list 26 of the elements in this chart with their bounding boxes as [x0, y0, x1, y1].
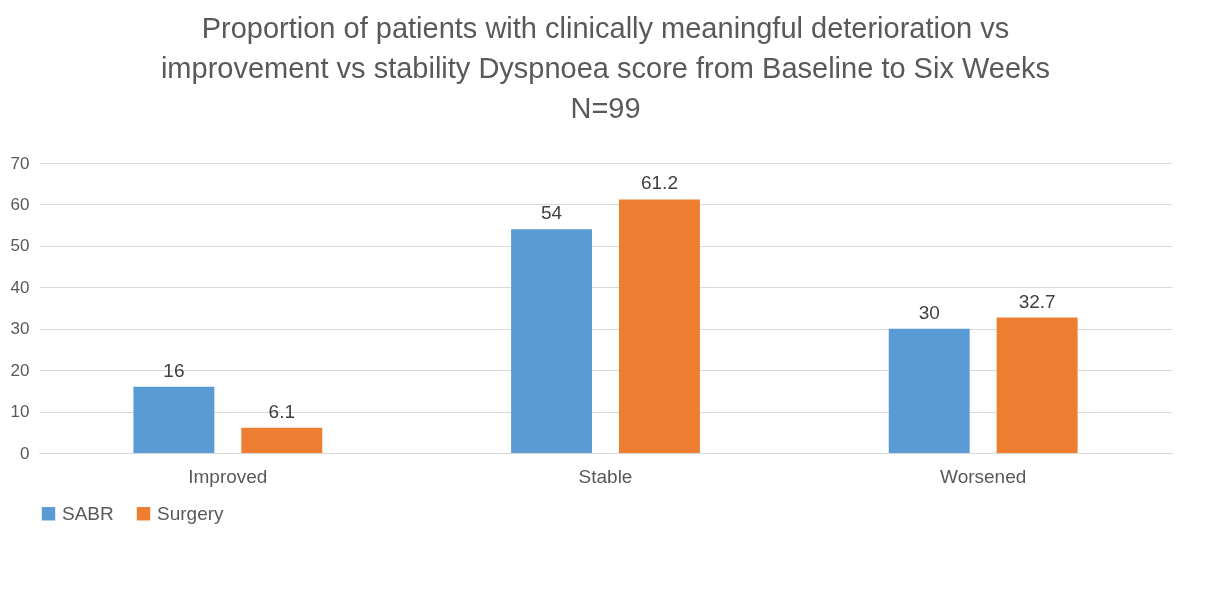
y-tick-label: 10 — [10, 402, 30, 422]
data-label: 54 — [540, 202, 563, 224]
legend-label: Surgery — [157, 502, 225, 524]
x-tick-label: Stable — [578, 465, 633, 487]
bar — [618, 199, 700, 453]
data-label: 61.2 — [640, 172, 678, 194]
chart-title: Proportion of patients with clinically meaningful deterioration vs improvement vs stability Dyspnoea score from Baseline to Six Weeks N=99 — [160, 12, 1051, 124]
y-tick-label: 20 — [10, 360, 30, 380]
bar — [511, 229, 593, 453]
bar — [241, 427, 323, 453]
x-tick-label: Improved — [188, 465, 268, 487]
y-tick-label: 30 — [10, 319, 30, 339]
x-tick-label: Worsened — [940, 465, 1027, 487]
y-tick-label: 60 — [10, 194, 30, 214]
y-tick-label: 50 — [10, 236, 30, 256]
bar — [888, 328, 970, 453]
y-tick-label: 0 — [20, 443, 30, 463]
y-tick-label: 70 — [10, 153, 30, 173]
data-label: 32.7 — [1018, 290, 1056, 312]
data-label: 6.1 — [268, 400, 295, 422]
data-label: 16 — [163, 359, 185, 381]
data-label: 30 — [918, 301, 940, 323]
bar — [996, 317, 1078, 453]
bar — [133, 386, 215, 453]
y-tick-label: 40 — [10, 277, 30, 297]
legend-label: SABR — [62, 502, 114, 524]
